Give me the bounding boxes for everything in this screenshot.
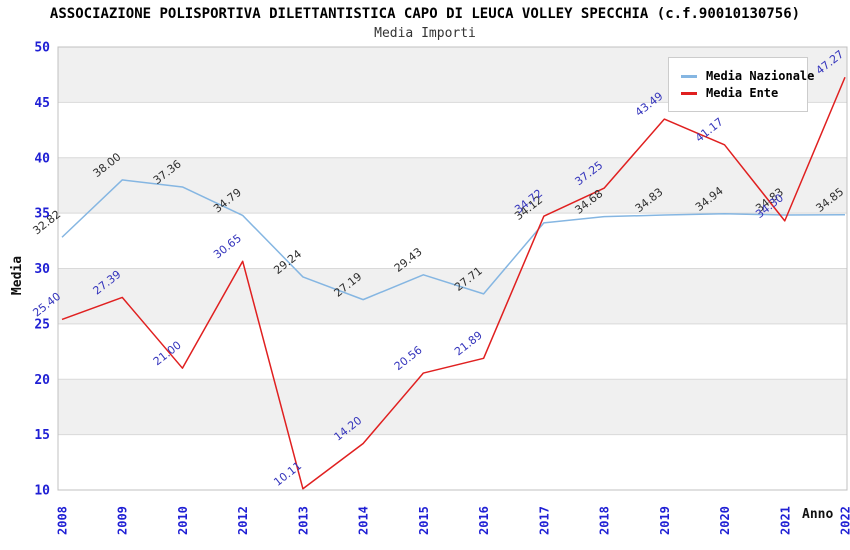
x-tick-label: 2020 bbox=[718, 506, 732, 535]
y-tick-label: 50 bbox=[34, 41, 50, 56]
legend-label-media-ente: Media Ente bbox=[706, 86, 779, 100]
plot-border bbox=[57, 46, 848, 491]
series-line-media-ente bbox=[61, 76, 846, 490]
x-tick-label: 2017 bbox=[537, 506, 551, 535]
y-tick-label: 10 bbox=[34, 484, 50, 499]
y-axis-title: Media bbox=[10, 255, 26, 296]
x-tick-label: 2015 bbox=[417, 506, 431, 535]
x-tick-label: 2016 bbox=[477, 506, 491, 535]
x-tick-label: 2022 bbox=[839, 506, 850, 535]
chart-subtitle: Media Importi bbox=[374, 26, 476, 41]
page-title: ASSOCIAZIONE POLISPORTIVA DILETTANTISTIC… bbox=[49, 6, 801, 22]
x-tick-label: 2010 bbox=[176, 506, 190, 535]
series-line-media-nazionale bbox=[61, 179, 846, 301]
x-tick-label: 2018 bbox=[598, 506, 612, 535]
x-tick-label: 2012 bbox=[236, 506, 250, 535]
x-tick-label: 2008 bbox=[56, 506, 70, 535]
y-tick-label: 25 bbox=[34, 317, 50, 332]
x-tick-label: 2009 bbox=[116, 506, 130, 535]
y-tick-label: 30 bbox=[34, 262, 50, 277]
y-tick-label: 45 bbox=[34, 96, 50, 111]
plot-band bbox=[58, 434, 847, 490]
x-tick-label: 2014 bbox=[357, 506, 371, 535]
legend: Media Nazionale Media Ente bbox=[668, 57, 814, 112]
plot-band bbox=[58, 323, 847, 380]
legend-line-swatch-ente-icon bbox=[681, 91, 697, 95]
plot-band bbox=[58, 379, 847, 435]
legend-item-media-nazionale: Media Nazionale bbox=[681, 69, 814, 83]
x-tick-label: 2013 bbox=[296, 506, 310, 535]
plot-band bbox=[58, 268, 847, 324]
plot-band bbox=[58, 157, 847, 214]
y-tick-label: 15 bbox=[34, 428, 50, 443]
x-axis-title: Anno bbox=[802, 507, 834, 522]
legend-label-media-nazionale: Media Nazionale bbox=[706, 69, 815, 83]
x-tick-label: 2021 bbox=[778, 506, 792, 535]
x-tick-label: 2019 bbox=[658, 506, 672, 535]
legend-line-swatch-nazionale-icon bbox=[681, 74, 697, 78]
y-tick-label: 35 bbox=[34, 207, 50, 222]
legend-item-media-ente: Media Ente bbox=[681, 86, 801, 100]
y-tick-label: 40 bbox=[34, 151, 50, 166]
y-tick-label: 20 bbox=[34, 373, 50, 388]
plot-band bbox=[58, 213, 847, 269]
